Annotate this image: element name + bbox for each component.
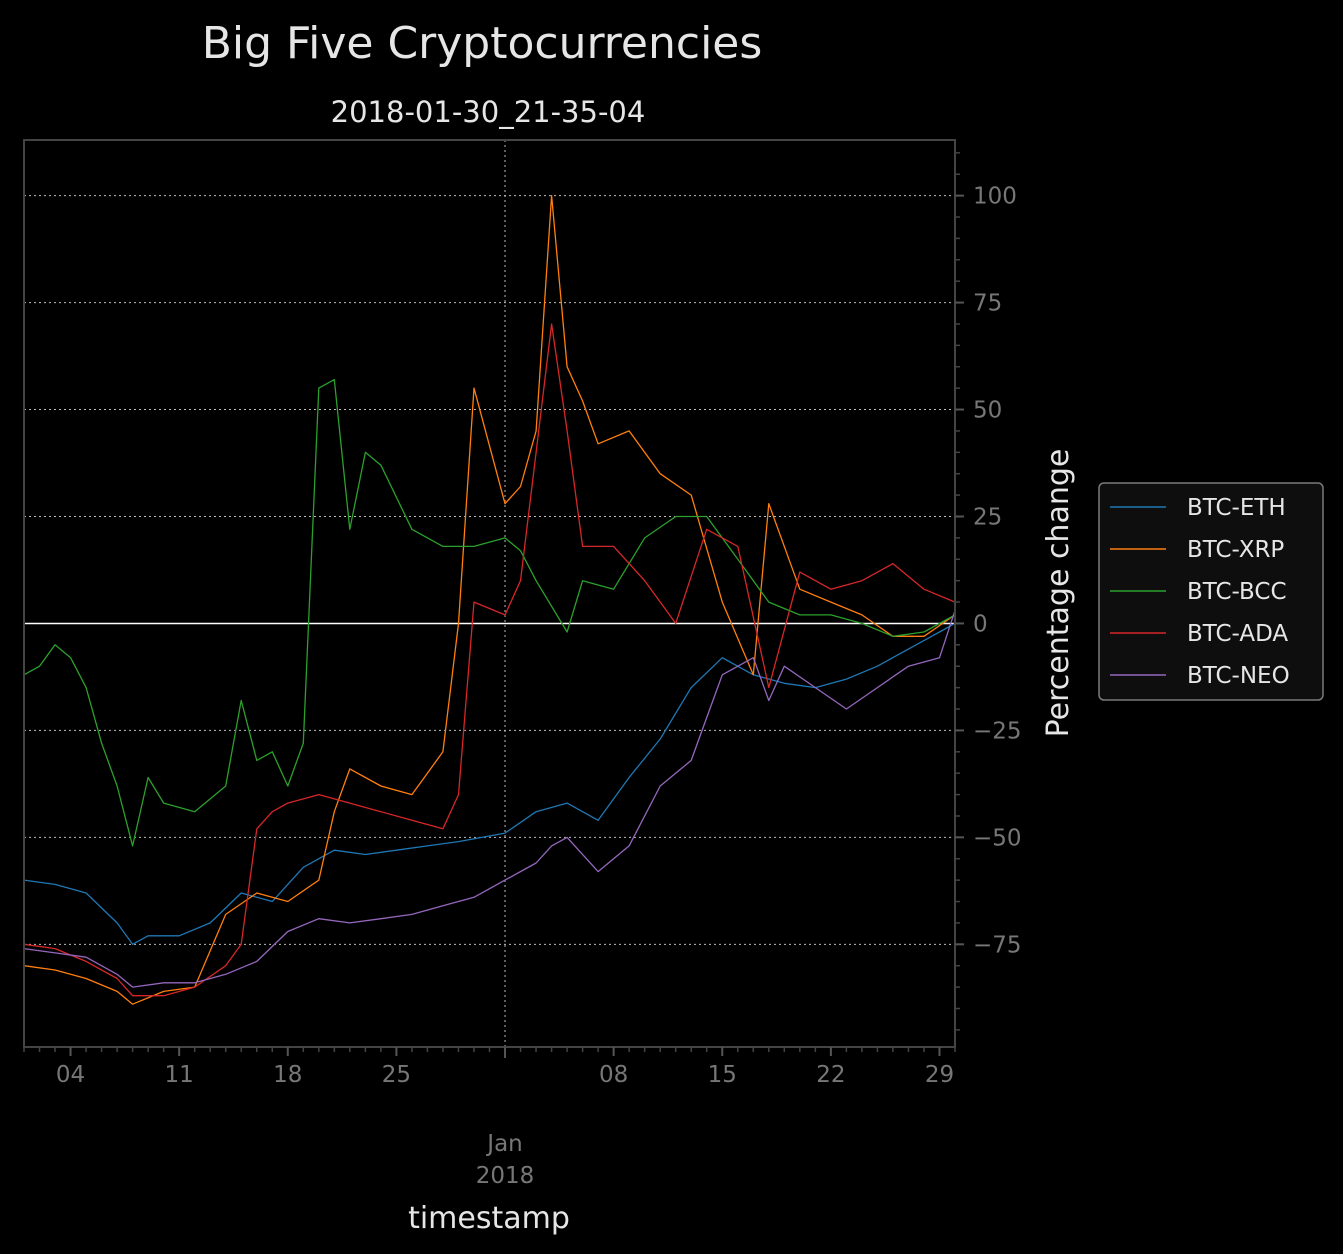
series-group: [23, 194, 956, 1005]
x-major-year-label: 2018: [476, 1163, 535, 1189]
x-tick-label: 18: [273, 1062, 302, 1088]
chart-subtitle: 2018-01-30_21-35-04: [331, 95, 646, 129]
y-tick-label: 50: [973, 398, 1002, 424]
x-major-month-label: Jan: [485, 1131, 522, 1157]
x-tick-label: 08: [599, 1062, 628, 1088]
legend-label: BTC-ETH: [1187, 495, 1286, 521]
x-axis: 04 11 18 25 08 15 22 29 Jan 2018: [23, 1047, 956, 1189]
y-tick-label: −50: [973, 825, 1022, 851]
x-tick-label: 11: [165, 1062, 194, 1088]
legend: BTC-ETH BTC-XRP BTC-BCC BTC-ADA BTC-NEO: [1098, 482, 1324, 701]
y-tick-label: 25: [973, 504, 1002, 530]
legend-label: BTC-NEO: [1187, 663, 1290, 689]
x-tick-label: 25: [382, 1062, 411, 1088]
y-tick-label: 100: [973, 184, 1017, 210]
series-line-btc-neo: [23, 610, 956, 988]
y-axis: −75 −50 −25 0 25 50 75 100: [955, 152, 1022, 1031]
x-tick-label: 15: [708, 1062, 737, 1088]
x-tick-label: 29: [925, 1062, 954, 1088]
legend-label: BTC-XRP: [1187, 537, 1284, 563]
y-tick-label: −75: [973, 932, 1022, 958]
series-line-btc-eth: [23, 622, 956, 945]
x-tick-label: 04: [56, 1062, 85, 1088]
legend-label: BTC-ADA: [1187, 621, 1288, 647]
legend-box: [1098, 482, 1324, 701]
x-tick-label: 22: [816, 1062, 845, 1088]
legend-label: BTC-BCC: [1187, 579, 1287, 605]
series-line-btc-ada: [23, 323, 956, 997]
chart-title: Big Five Cryptocurrencies: [202, 18, 763, 69]
x-axis-label: timestamp: [408, 1201, 570, 1236]
series-line-btc-bcc: [23, 378, 956, 847]
y-tick-label: 75: [973, 291, 1002, 317]
y-axis-label: Percentage change: [1041, 449, 1076, 738]
y-tick-label: 0: [973, 611, 988, 637]
legend-entries: BTC-ETH BTC-XRP BTC-BCC BTC-ADA BTC-NEO: [1110, 495, 1290, 689]
y-tick-label: −25: [973, 718, 1022, 744]
